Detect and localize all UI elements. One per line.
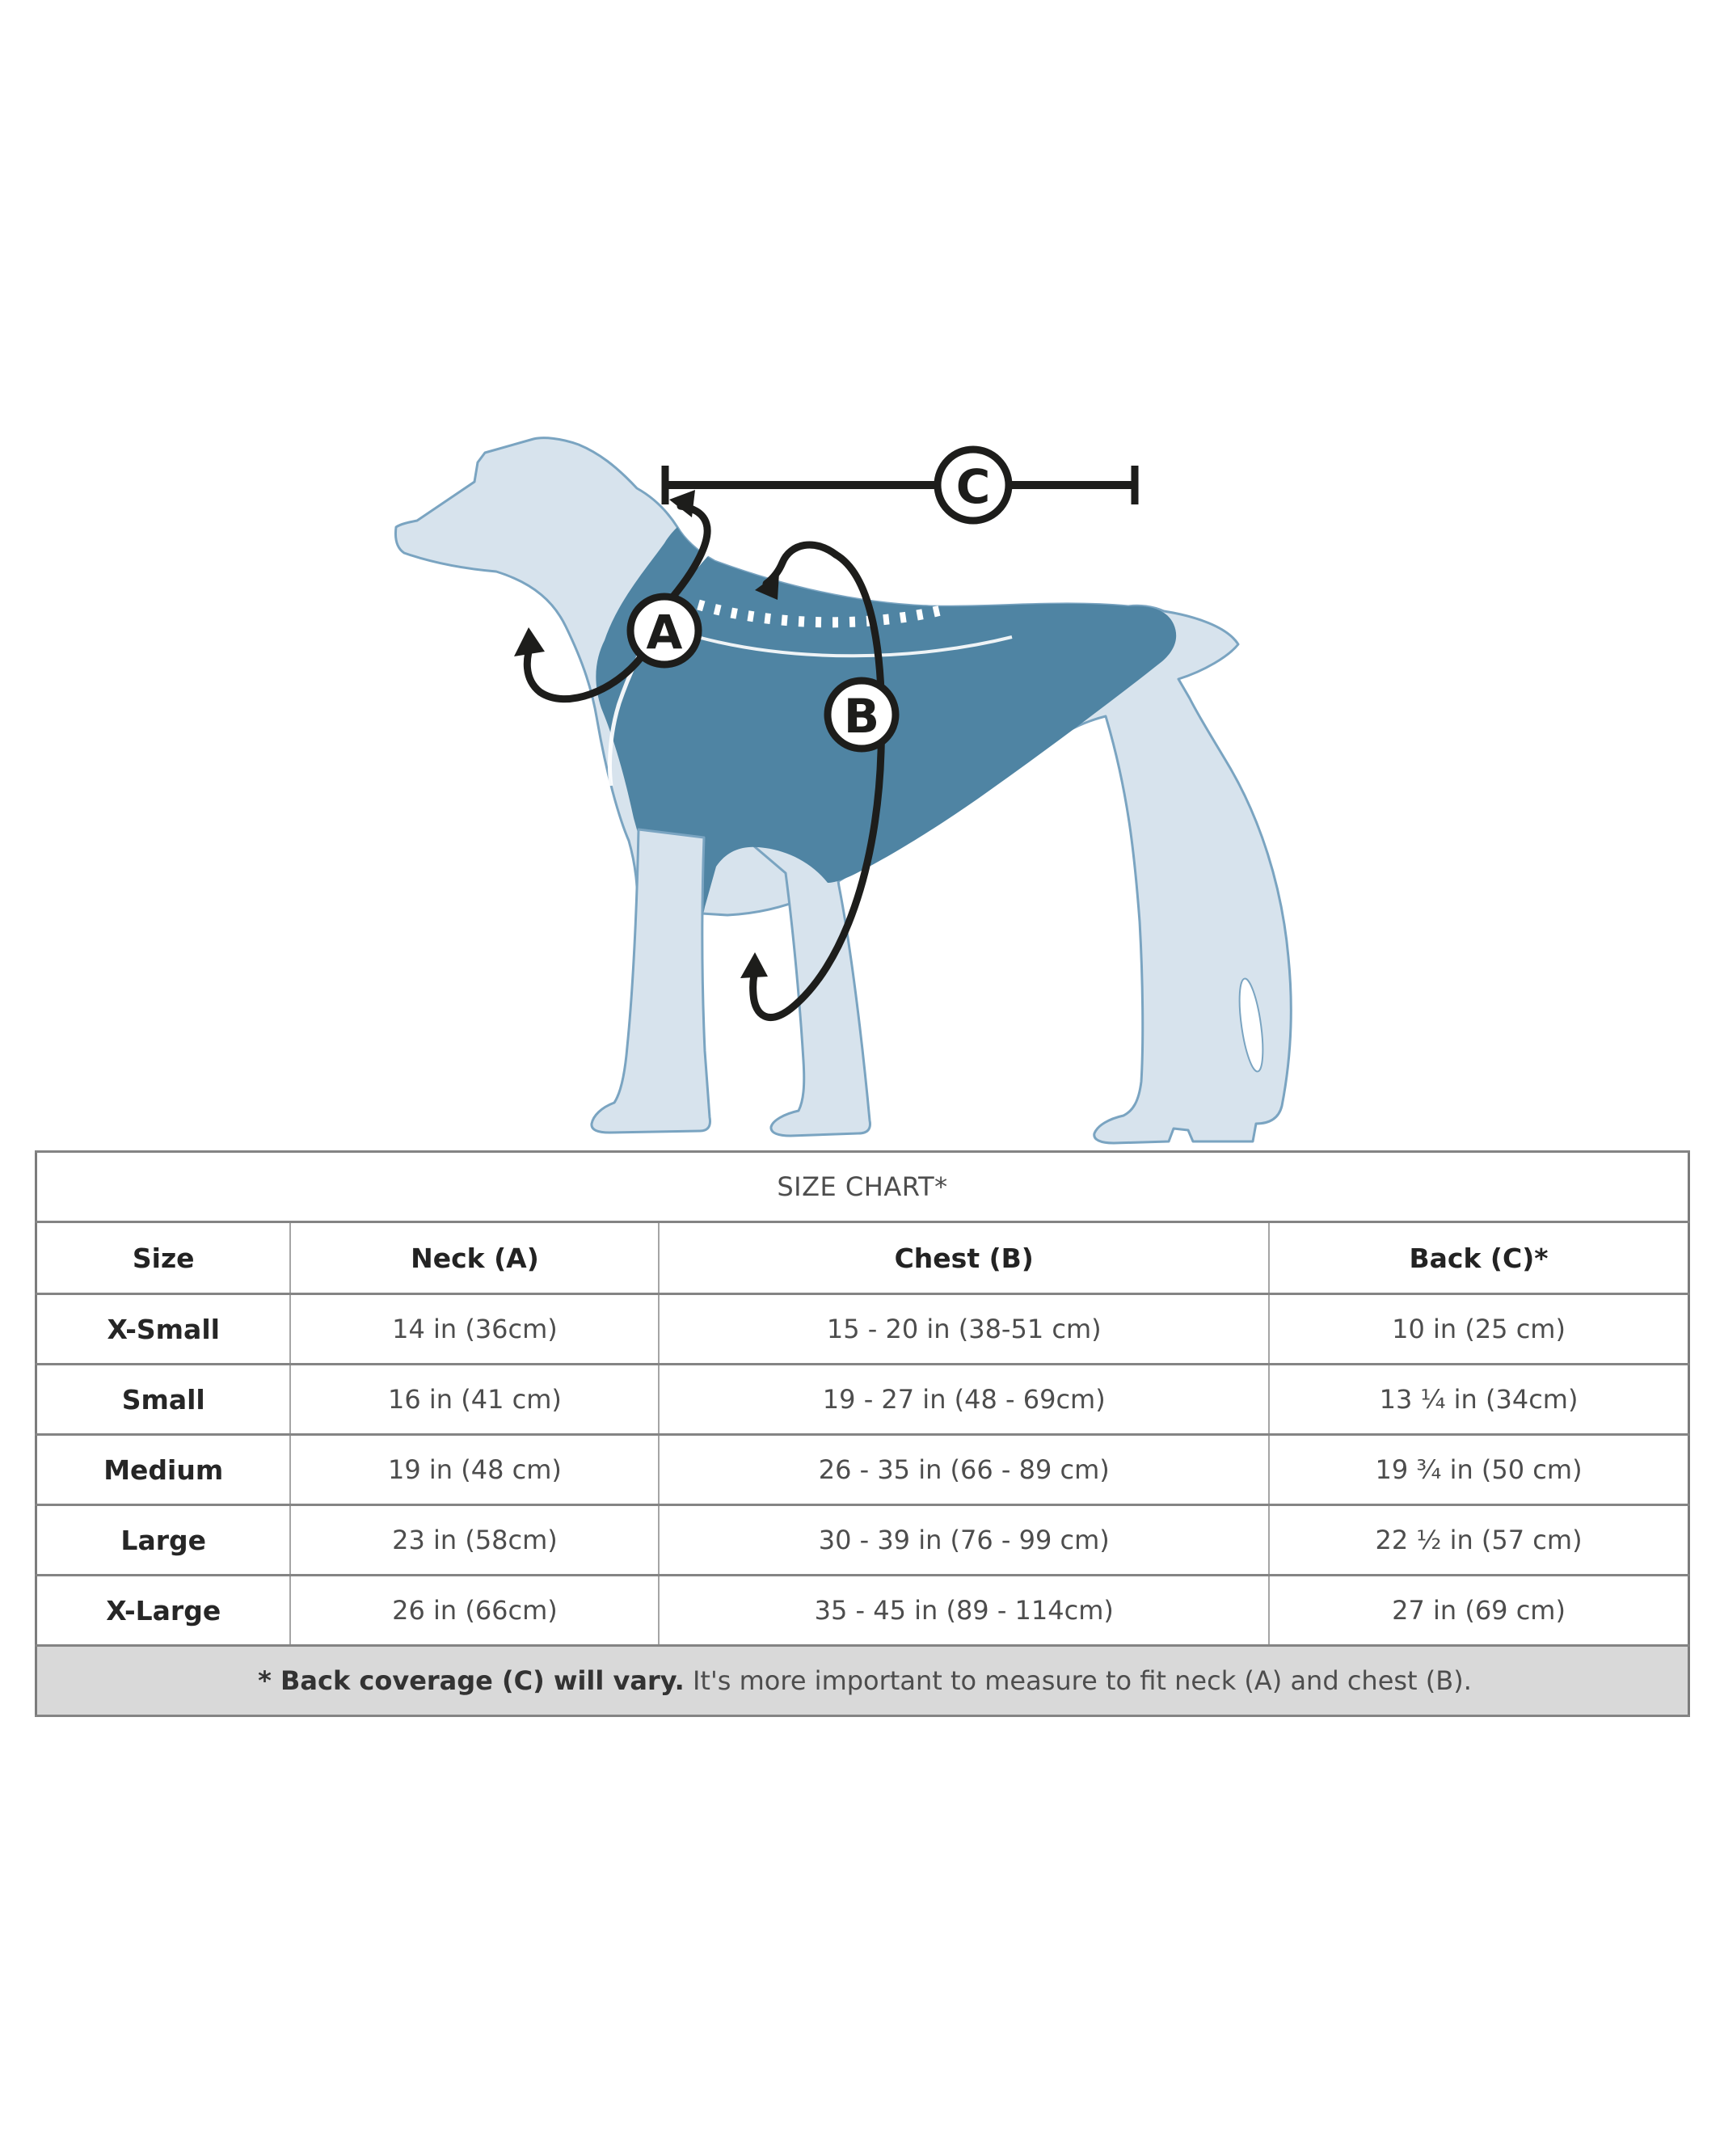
column-header: Size xyxy=(35,1221,292,1295)
label-c-text: C xyxy=(956,459,991,514)
label-circle-c xyxy=(934,445,1013,525)
neck-arrowhead-top xyxy=(669,490,695,517)
measurement-cell: 30 - 39 in (76 - 99 cm) xyxy=(658,1504,1271,1576)
size-chart: SIZE CHART* Size Neck (A) Chest (B) Back (C… xyxy=(35,1150,1690,1717)
measurement-cell: 35 - 45 in (89 - 114cm) xyxy=(658,1574,1271,1647)
footnote: * Back coverage (C) will vary. It's more… xyxy=(35,1644,1690,1717)
chest-arrowhead-top xyxy=(755,572,779,600)
back-measure-line xyxy=(661,466,1139,504)
table-row: Large 23 in (58cm) 30 - 39 in (76 - 99 cm)… xyxy=(35,1504,1690,1576)
dog-near-front-leg xyxy=(590,828,711,1134)
measurement-cell: 26 - 35 in (66 - 89 cm) xyxy=(658,1433,1271,1506)
measurement-cell: 19 ¾ in (50 cm) xyxy=(1268,1433,1690,1506)
size-chart-table: SIZE CHART* Size Neck (A) Chest (B) Back (C… xyxy=(35,1150,1690,1717)
header-row: Size Neck (A) Chest (B) Back (C)* xyxy=(35,1221,1690,1295)
label-circle-b xyxy=(824,677,900,753)
table-row: X-Large 26 in (66cm) 35 - 45 in (89 - 114c… xyxy=(35,1574,1690,1647)
label-b-text: B xyxy=(844,689,879,744)
size-chart-title: SIZE CHART* xyxy=(35,1150,1690,1223)
footnote-text: It's more important to measure to fit ne… xyxy=(684,1665,1472,1696)
measurement-cell: 10 in (25 cm) xyxy=(1268,1293,1690,1365)
footnote-emphasis: * Back coverage (C) will vary. xyxy=(258,1665,685,1696)
footnote-row: * Back coverage (C) will vary. It's more… xyxy=(35,1644,1690,1717)
title-row: SIZE CHART* xyxy=(35,1150,1690,1223)
measurement-cell: 19 in (48 cm) xyxy=(289,1433,660,1506)
label-a-text: A xyxy=(647,605,683,660)
measurement-cell: 27 in (69 cm) xyxy=(1268,1574,1690,1647)
column-header: Neck (A) xyxy=(289,1221,660,1295)
measurement-cell: 14 in (36cm) xyxy=(289,1293,660,1365)
table-row: Small 16 in (41 cm) 19 - 27 in (48 - 69cm)… xyxy=(35,1363,1690,1436)
size-cell: Large xyxy=(35,1504,292,1576)
measurement-cell: 16 in (41 cm) xyxy=(289,1363,660,1436)
dog-measurement-diagram: A B C xyxy=(394,437,1292,1145)
vest-seam-line xyxy=(680,631,1013,658)
size-cell: Medium xyxy=(35,1433,292,1506)
label-circle-a xyxy=(626,593,702,669)
table-row: Medium 19 in (48 cm) 26 - 35 in (66 - 89 c… xyxy=(35,1433,1690,1506)
chest-arrowhead-bottom xyxy=(740,952,768,978)
column-header: Chest (B) xyxy=(658,1221,1271,1295)
size-cell: Small xyxy=(35,1363,292,1436)
size-cell: X-Small xyxy=(35,1293,292,1365)
measurement-cell: 23 in (58cm) xyxy=(289,1504,660,1576)
measurement-cell: 22 ½ in (57 cm) xyxy=(1268,1504,1690,1576)
measurement-cell: 26 in (66cm) xyxy=(289,1574,660,1647)
measurement-cell: 19 - 27 in (48 - 69cm) xyxy=(658,1363,1271,1436)
size-cell: X-Large xyxy=(35,1574,292,1647)
neck-arrowhead-left xyxy=(514,627,545,656)
measurement-cell: 13 ¼ in (34cm) xyxy=(1268,1363,1690,1436)
rear-leg-gap xyxy=(1238,977,1264,1073)
dog-far-front-leg xyxy=(713,811,871,1137)
table-row: X-Small 14 in (36cm) 15 - 20 in (38-51 cm)… xyxy=(35,1293,1690,1365)
measurement-cell: 15 - 20 in (38-51 cm) xyxy=(658,1293,1271,1365)
column-header: Back (C)* xyxy=(1268,1221,1690,1295)
